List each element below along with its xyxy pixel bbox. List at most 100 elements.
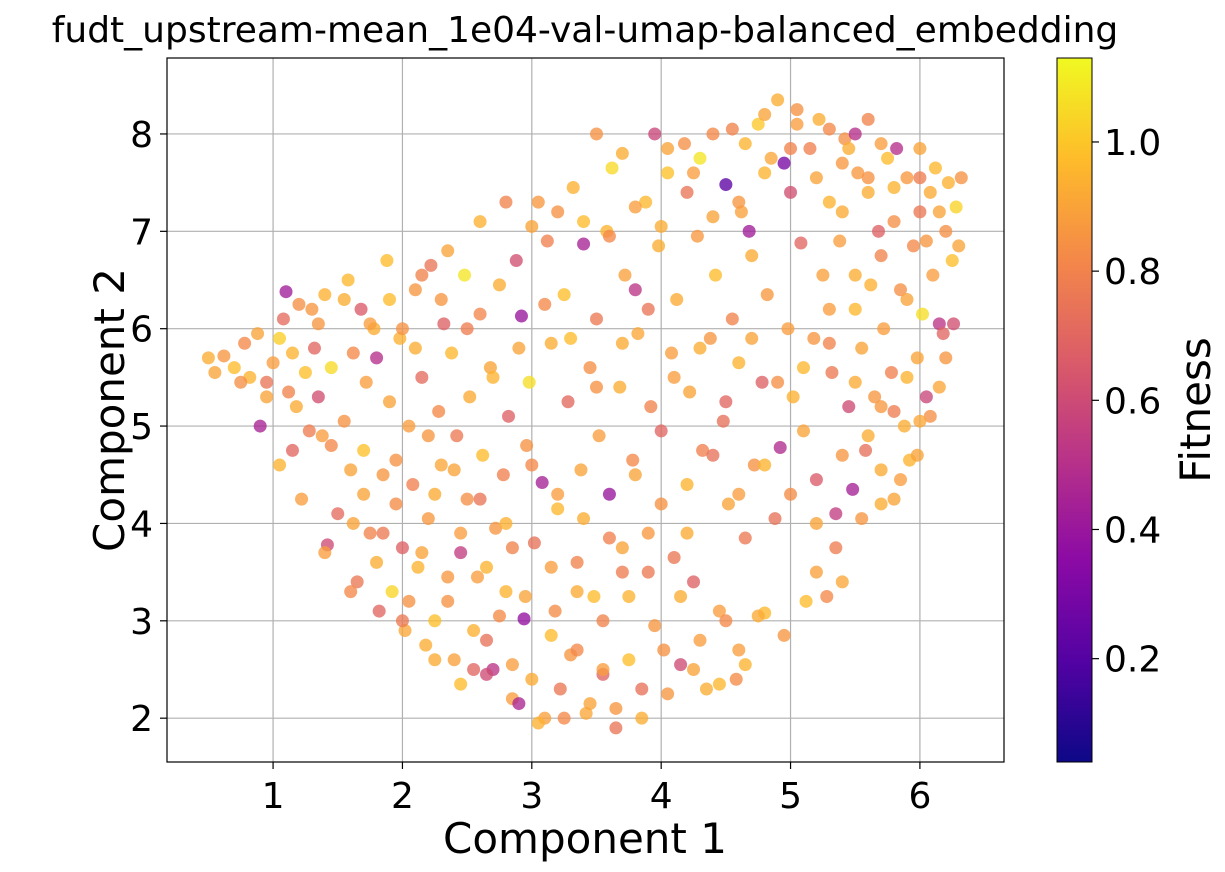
data-point bbox=[773, 440, 787, 454]
plot-frame bbox=[166, 57, 1005, 763]
data-point bbox=[696, 443, 710, 457]
data-point bbox=[496, 468, 510, 482]
data-point bbox=[315, 429, 329, 443]
data-point bbox=[687, 662, 701, 676]
data-point bbox=[848, 127, 862, 141]
data-point bbox=[794, 236, 808, 250]
colorbar-ticks: 0.2 0.4 0.6 0.8 1.0 bbox=[1092, 123, 1161, 681]
data-point bbox=[932, 317, 946, 331]
data-point bbox=[926, 268, 940, 282]
data-point bbox=[709, 268, 723, 282]
data-point bbox=[602, 229, 616, 243]
data-point bbox=[729, 672, 743, 686]
data-point bbox=[421, 429, 435, 443]
data-point bbox=[725, 312, 739, 326]
data-point bbox=[654, 497, 668, 511]
data-point bbox=[755, 375, 769, 389]
data-point bbox=[622, 589, 636, 603]
x-axis-label: Component 1 bbox=[443, 814, 727, 863]
data-point bbox=[441, 570, 455, 584]
data-point bbox=[505, 541, 519, 555]
data-point bbox=[784, 487, 798, 501]
data-point bbox=[648, 127, 662, 141]
data-point bbox=[923, 409, 937, 423]
data-point bbox=[566, 181, 580, 195]
data-point bbox=[822, 302, 836, 316]
data-point bbox=[302, 424, 316, 438]
data-point bbox=[913, 414, 927, 428]
data-point bbox=[276, 312, 290, 326]
data-point bbox=[677, 137, 691, 151]
data-point bbox=[887, 215, 901, 229]
data-point bbox=[253, 419, 267, 433]
data-point bbox=[357, 443, 371, 457]
data-point bbox=[758, 166, 772, 180]
data-point bbox=[874, 137, 888, 151]
data-point bbox=[285, 443, 299, 457]
data-point bbox=[473, 215, 487, 229]
data-point bbox=[809, 171, 823, 185]
data-point bbox=[816, 268, 830, 282]
data-point bbox=[318, 546, 332, 560]
data-point bbox=[502, 409, 516, 423]
data-point bbox=[812, 112, 826, 126]
data-point bbox=[738, 658, 752, 672]
data-point bbox=[415, 546, 429, 560]
data-point bbox=[626, 453, 640, 467]
y-tick-label: 7 bbox=[130, 212, 153, 253]
data-point bbox=[544, 560, 558, 574]
data-point bbox=[732, 487, 746, 501]
data-point bbox=[949, 200, 963, 214]
x-axis-ticks: 1 2 3 4 5 6 bbox=[262, 762, 931, 817]
data-point bbox=[346, 346, 360, 360]
data-point bbox=[393, 331, 407, 345]
data-point bbox=[680, 526, 694, 540]
data-point bbox=[527, 536, 541, 550]
data-point bbox=[855, 512, 869, 526]
data-point bbox=[217, 349, 231, 363]
data-point bbox=[809, 516, 823, 530]
data-point bbox=[706, 448, 720, 462]
colorbar-label: Fitness bbox=[1171, 337, 1220, 482]
data-point bbox=[208, 366, 222, 380]
data-point bbox=[719, 395, 733, 409]
data-point bbox=[512, 341, 526, 355]
data-point bbox=[913, 171, 927, 185]
data-point bbox=[829, 507, 843, 521]
data-point bbox=[282, 385, 296, 399]
data-point bbox=[923, 185, 937, 199]
data-point bbox=[693, 633, 707, 647]
data-point bbox=[699, 682, 713, 696]
data-point bbox=[486, 370, 500, 384]
data-point bbox=[544, 336, 558, 350]
data-point bbox=[251, 327, 265, 341]
data-point bbox=[458, 268, 472, 282]
data-point bbox=[331, 507, 345, 521]
data-point bbox=[690, 229, 704, 243]
data-point bbox=[706, 210, 720, 224]
data-point bbox=[952, 239, 966, 253]
data-point bbox=[512, 697, 526, 711]
data-point bbox=[305, 302, 319, 316]
data-point bbox=[745, 249, 759, 263]
data-point bbox=[609, 721, 623, 735]
data-point bbox=[273, 331, 287, 345]
data-point bbox=[719, 178, 733, 192]
data-point bbox=[615, 146, 629, 160]
data-point bbox=[570, 555, 584, 569]
data-point bbox=[421, 512, 435, 526]
data-point bbox=[932, 205, 946, 219]
data-point bbox=[861, 429, 875, 443]
data-point bbox=[450, 429, 464, 443]
data-point bbox=[260, 390, 274, 404]
data-point bbox=[463, 390, 477, 404]
data-point bbox=[861, 185, 875, 199]
data-point bbox=[900, 171, 914, 185]
colorbar-tick-label: 1.0 bbox=[1104, 123, 1161, 164]
data-point bbox=[721, 497, 735, 511]
data-point bbox=[887, 492, 901, 506]
y-tick-label: 6 bbox=[130, 310, 153, 351]
data-point bbox=[522, 375, 536, 389]
data-point bbox=[557, 711, 571, 725]
